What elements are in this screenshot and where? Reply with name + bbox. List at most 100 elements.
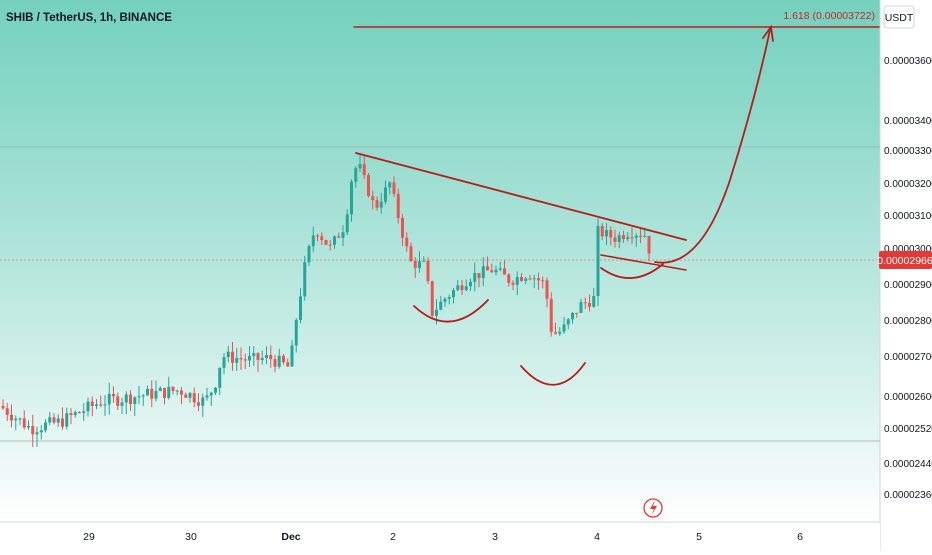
candle-down	[197, 402, 200, 406]
candle-down	[609, 230, 613, 238]
candle-down	[69, 413, 73, 416]
candle-up	[290, 345, 294, 367]
candle-up	[214, 387, 217, 393]
candle-down	[575, 312, 579, 314]
candle-up	[107, 393, 111, 405]
candle-down	[367, 175, 370, 197]
candle-down	[256, 353, 260, 361]
time-tick-label: 4	[594, 531, 600, 543]
candle-down	[231, 351, 234, 363]
candle-down	[545, 280, 549, 299]
candle-down	[10, 414, 13, 421]
price-tick-label: 0.00003600	[884, 56, 932, 67]
candle-up	[222, 357, 226, 368]
candle-down	[392, 182, 396, 194]
candle-up	[592, 295, 596, 307]
candle-down	[430, 281, 434, 316]
candle-up	[418, 261, 421, 269]
candle-down	[99, 404, 103, 406]
candle-up	[188, 393, 192, 398]
candle-up	[303, 262, 307, 297]
candle-down	[171, 386, 175, 392]
candle-down	[324, 239, 328, 245]
candle-up	[277, 355, 281, 367]
candle-up	[141, 395, 145, 397]
candle-down	[371, 196, 375, 201]
candle-up	[447, 297, 451, 299]
candle-down	[537, 278, 540, 281]
candle-down	[337, 236, 341, 238]
price-tick-label: 0.00002600	[884, 392, 932, 403]
plot-background	[0, 0, 880, 522]
candle-down	[328, 244, 332, 246]
candle-up	[498, 268, 502, 270]
fib-level-label: 1.618 (0.00003722)	[783, 10, 875, 22]
right-shoulder-arc	[600, 263, 664, 279]
candle-up	[524, 278, 528, 281]
candle-down	[477, 273, 481, 279]
candle-up	[435, 309, 438, 316]
candle-down	[622, 235, 625, 240]
candle-down	[184, 394, 188, 398]
time-tick-label: Dec	[281, 531, 300, 543]
candle-down	[405, 237, 409, 247]
candle-up	[464, 286, 468, 291]
price-tick-label: 0.00003300	[884, 146, 932, 157]
candle-up	[481, 266, 485, 279]
candle-down	[273, 359, 277, 367]
candle-down	[78, 412, 81, 414]
candle-down	[282, 355, 285, 363]
currency-badge-label: USDT	[885, 12, 914, 24]
candle-up	[18, 418, 22, 420]
candle-down	[401, 217, 404, 238]
candle-up	[626, 237, 630, 240]
candle-down	[243, 359, 247, 361]
candle-up	[388, 182, 392, 188]
candle-up	[311, 235, 315, 247]
candle-down	[52, 417, 56, 423]
time-tick-label: 5	[696, 531, 702, 543]
candle-down	[583, 302, 587, 304]
candle-down	[192, 393, 196, 403]
candle-up	[634, 235, 638, 238]
candle-down	[541, 280, 545, 282]
candle-up	[379, 201, 383, 208]
candle-down	[520, 277, 523, 281]
price-tick-label: 0.00002900	[884, 280, 932, 291]
candle-up	[617, 235, 621, 242]
price-tick-label: 0.00003400	[884, 116, 932, 127]
candle-down	[426, 260, 430, 282]
candle-up	[154, 390, 158, 399]
price-tick-label: 0.00002700	[884, 352, 932, 363]
candle-up	[579, 302, 583, 313]
candle-down	[31, 426, 35, 435]
candle-down	[129, 394, 132, 405]
candles-layer	[1, 154, 651, 448]
candle-up	[469, 281, 472, 287]
candle-up	[643, 235, 647, 237]
candle-down	[528, 278, 532, 280]
candle-up	[562, 324, 566, 332]
candle-up	[494, 269, 498, 273]
candle-up	[571, 312, 574, 320]
currency-badge[interactable]: USDT	[883, 5, 915, 29]
candle-up	[605, 230, 608, 237]
candle-up	[235, 358, 239, 363]
candle-up	[14, 418, 18, 421]
candle-up	[566, 319, 570, 325]
candle-down	[180, 390, 183, 395]
candle-up	[120, 402, 124, 406]
candle-down	[150, 388, 154, 399]
candle-up	[73, 412, 77, 416]
candle-down	[507, 274, 511, 283]
candle-down	[460, 285, 464, 291]
candle-down	[413, 261, 417, 269]
price-axis-labels: 0.00003600 0.00003400 0.00003300 0.00003200…	[884, 56, 932, 501]
candle-down	[486, 266, 489, 271]
symbol-title: SHIB / TetherUS, 1h, BINANCE	[6, 12, 172, 24]
lightning-circle-icon[interactable]	[643, 498, 663, 518]
candle-up	[358, 164, 362, 169]
candle-down	[396, 193, 400, 218]
